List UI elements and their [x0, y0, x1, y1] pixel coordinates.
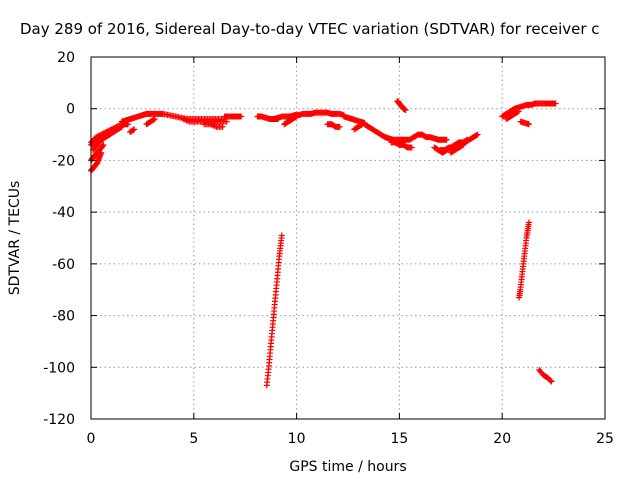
y-tick-label: -120	[43, 412, 75, 428]
data-point	[293, 113, 300, 120]
y-axis-title: SDTVAR / TECUs	[7, 181, 23, 296]
data-point	[443, 136, 450, 143]
data-point	[151, 116, 158, 123]
y-tick-label: -80	[52, 309, 75, 325]
data-point	[525, 121, 532, 128]
data-point	[336, 123, 343, 130]
x-tick-label: 20	[493, 431, 511, 447]
chart-title: Day 289 of 2016, Sidereal Day-to-day VTE…	[20, 20, 600, 38]
x-axis: 0 5 10 15 20 25	[87, 57, 614, 447]
data-point	[131, 126, 138, 133]
data-point	[459, 142, 466, 149]
x-tick-label: 0	[87, 431, 96, 447]
data-point	[223, 118, 230, 125]
data-point	[130, 127, 137, 134]
x-tick-label: 15	[390, 431, 408, 447]
data-point	[464, 136, 471, 143]
data-point	[278, 232, 285, 239]
data-point	[460, 141, 467, 148]
data-point	[552, 100, 559, 107]
plot-frame	[90, 56, 606, 420]
data-point	[525, 219, 532, 226]
y-tick-label: -40	[52, 205, 75, 221]
data-point	[408, 144, 415, 151]
x-axis-title: GPS time / hours	[289, 459, 406, 475]
y-tick-label: -60	[52, 257, 75, 273]
data-points	[88, 97, 559, 389]
data-point	[548, 378, 555, 385]
data-point	[292, 114, 299, 121]
data-point	[117, 124, 124, 131]
y-tick-label: 20	[57, 50, 75, 66]
x-tick-label: 5	[189, 431, 198, 447]
data-point	[150, 116, 157, 123]
data-point	[473, 132, 480, 139]
y-tick-label: -100	[43, 360, 75, 376]
x-tick-label: 10	[288, 431, 306, 447]
data-point	[118, 123, 125, 130]
data-point	[238, 113, 245, 120]
x-tick-label: 25	[596, 431, 614, 447]
data-point	[547, 377, 554, 384]
y-tick-label: 0	[66, 102, 75, 118]
y-axis: -120 -100 -80 -60 -40 -20 0 20	[43, 50, 605, 428]
data-point	[515, 108, 522, 115]
data-point	[402, 107, 409, 114]
data-point	[219, 123, 226, 130]
y-tick-label: -20	[52, 153, 75, 169]
data-point	[463, 137, 470, 144]
data-point	[474, 131, 481, 138]
data-point	[514, 108, 521, 115]
data-point	[100, 141, 107, 148]
